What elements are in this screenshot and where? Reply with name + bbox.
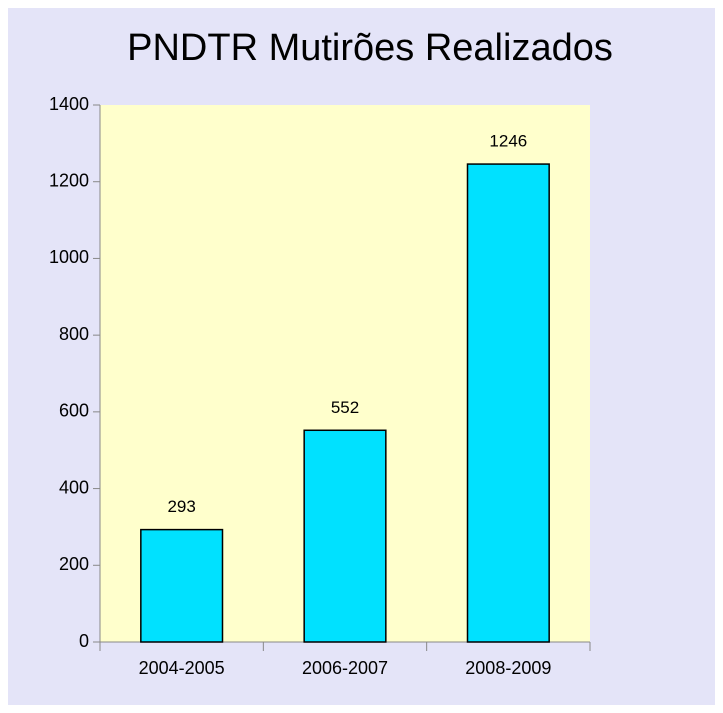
y-tick-label: 1200	[49, 170, 89, 190]
value-label: 293	[167, 497, 195, 516]
value-label: 552	[331, 398, 359, 417]
y-tick-label: 1400	[49, 94, 89, 114]
y-tick-label: 600	[59, 401, 89, 421]
value-label: 1246	[489, 132, 527, 151]
y-tick-label: 800	[59, 324, 89, 344]
y-tick-label: 0	[79, 631, 89, 651]
x-tick-label: 2004-2005	[139, 658, 225, 678]
y-tick-label: 200	[59, 554, 89, 574]
y-tick-label: 1000	[49, 247, 89, 267]
x-tick-label: 2008-2009	[465, 658, 551, 678]
bar	[466, 163, 550, 643]
bar	[140, 528, 224, 643]
bar	[303, 429, 387, 643]
y-tick-label: 400	[59, 477, 89, 497]
chart-title: PNDTR Mutirões Realizados	[127, 27, 613, 69]
x-tick-label: 2006-2007	[302, 658, 388, 678]
